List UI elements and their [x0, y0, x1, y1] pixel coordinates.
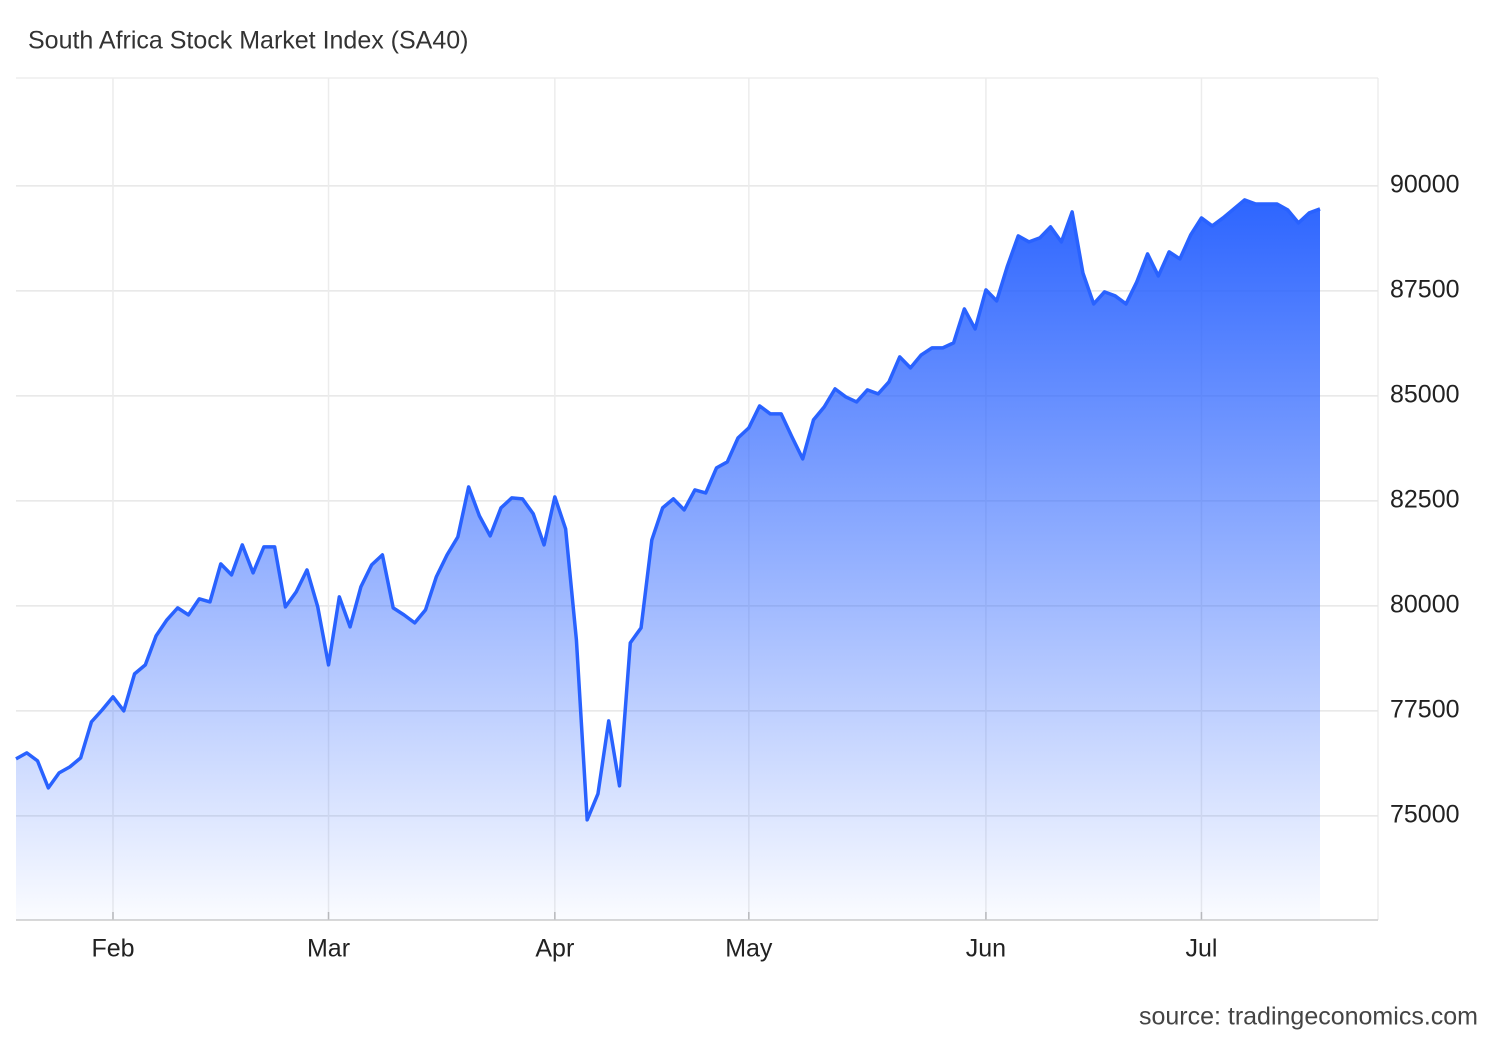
- x-tick-label: Jul: [1185, 935, 1217, 963]
- x-tick-label: Mar: [307, 935, 350, 963]
- y-tick-label: 87500: [1390, 276, 1460, 304]
- y-tick-label: 90000: [1390, 171, 1460, 199]
- y-tick-label: 77500: [1390, 695, 1460, 723]
- y-tick-label: 80000: [1390, 590, 1460, 618]
- chart-title: South Africa Stock Market Index (SA40): [28, 27, 468, 55]
- x-tick-label: Jun: [966, 935, 1006, 963]
- y-tick-label: 85000: [1390, 381, 1460, 409]
- x-tick-label: May: [725, 935, 773, 963]
- x-tick-label: Apr: [535, 935, 574, 963]
- x-tick-label: Feb: [91, 935, 134, 963]
- source-note: source: tradingeconomics.com: [1139, 1003, 1478, 1031]
- y-tick-label: 75000: [1390, 800, 1460, 828]
- line: [15, 198, 1321, 822]
- area-fill: [16, 199, 1320, 920]
- y-tick-label: 82500: [1390, 485, 1460, 513]
